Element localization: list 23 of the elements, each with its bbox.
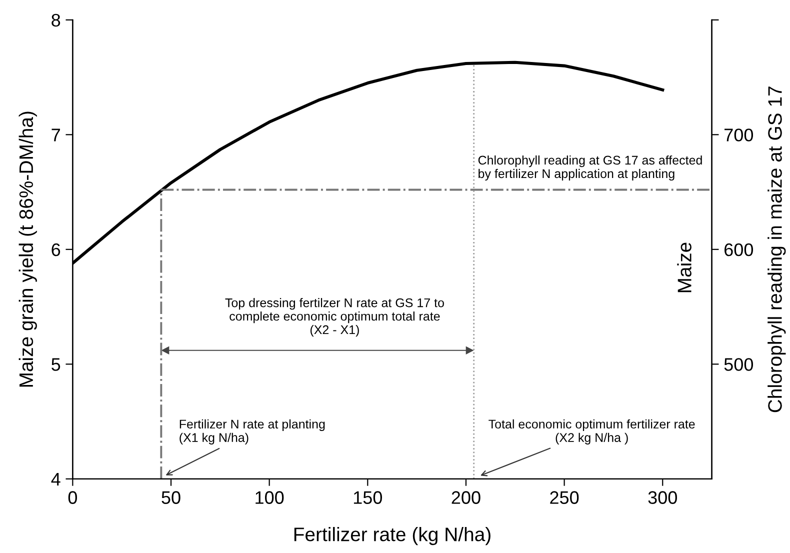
y-tick-label: 8 [52, 14, 60, 27]
annotation: Top dressing fertilzer N rate at GS 17 to complete economic optimum total rate (X2 - X1) [225, 298, 444, 337]
ref-line-label: Total economic optimum fertilizer rate (X2 kg N/ha ) [488, 419, 695, 444]
ref-line-label: Chlorophyll reading at GS 17 as affected by fertilizer N application at planting [478, 155, 702, 181]
y-axis-title: Maize grain yield (t 86%-DM/ha) [18, 112, 37, 387]
y2-tick-label: 500 [724, 358, 754, 371]
x-tick-label: 100 [256, 491, 284, 504]
y2-axis-title: Chlorophyll reading in maize at GS 17 [768, 86, 786, 412]
annotation: Maize [677, 242, 692, 292]
y2-tick-label: 700 [724, 128, 754, 142]
y2-tick-label: 600 [724, 243, 754, 256]
x-tick-label: 0 [68, 491, 77, 504]
ref-line-label: Fertilizer N rate at planting (X1 kg N/ha) [180, 419, 325, 444]
x-tick-label: 150 [354, 491, 382, 504]
y-tick-label: 4 [51, 473, 60, 486]
x-tick-label: 200 [452, 491, 480, 504]
x-axis-title: Fertilizer rate (kg N/ha) [294, 526, 490, 546]
x-tick-label: 50 [162, 491, 180, 504]
y-tick-label: 6 [52, 243, 60, 256]
y-tick-label: 7 [52, 128, 60, 142]
y-tick-label: 5 [52, 358, 60, 371]
x-tick-label: 250 [550, 491, 579, 504]
x-tick-label: 300 [648, 491, 677, 504]
